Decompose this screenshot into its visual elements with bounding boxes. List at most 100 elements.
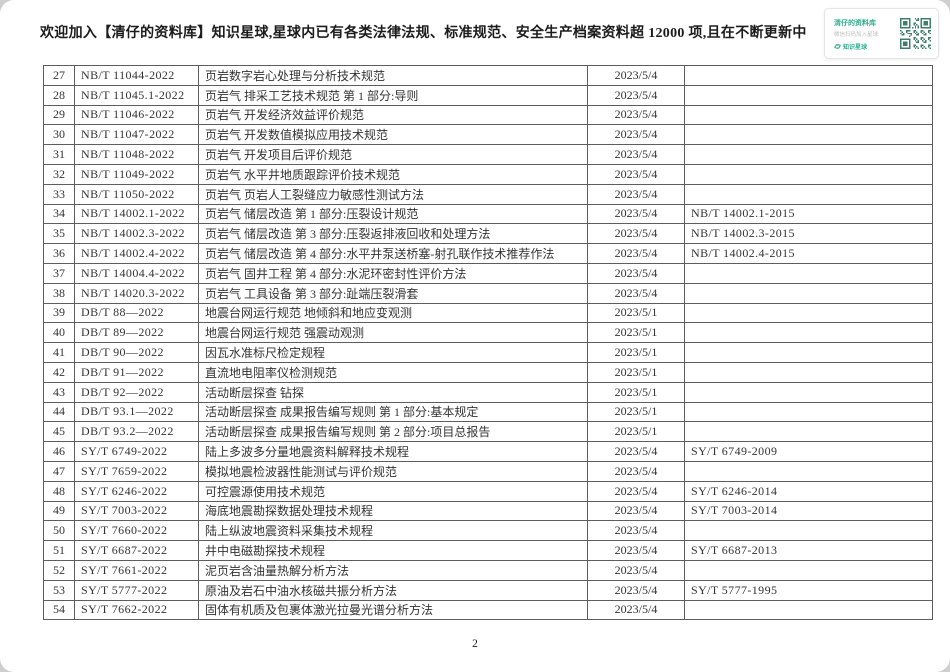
- replaced-standard-cell: [684, 460, 933, 482]
- standard-code-cell: SY/T 6246-2022: [74, 480, 199, 502]
- publish-date-cell: 2023/5/4: [587, 223, 685, 245]
- row-number-cell: 30: [43, 124, 75, 146]
- row-number-cell: 33: [43, 183, 75, 205]
- publish-date-cell: 2023/5/4: [587, 500, 685, 522]
- replaced-standard-cell: [684, 520, 933, 542]
- standard-code-cell: DB/T 92—2022: [74, 381, 199, 403]
- standard-title-cell: 页岩气 储层改造 第 4 部分:水平井泵送桥塞-射孔联作技术推荐作法: [198, 243, 588, 264]
- row-number-cell: 44: [43, 401, 75, 423]
- replaced-standard-cell: [684, 302, 933, 324]
- table-row: 34 NB/T 14002.1-2022 页岩气 储层改造 第 1 部分:压裂设计规…: [43, 203, 933, 225]
- publish-date-cell: 2023/5/1: [587, 421, 685, 443]
- replaced-standard-cell: [684, 361, 933, 383]
- publish-date-cell: 2023/5/1: [587, 381, 685, 403]
- promo-card-subtitle: 微信扫码加入星球: [834, 32, 879, 38]
- standard-title-cell: 页岩气 页岩人工裂缝应力敏感性测试方法: [198, 183, 588, 205]
- table-row: 44 DB/T 93.1—2022 活动断层探查 成果报告编写规则 第 1 部分:基…: [43, 401, 933, 423]
- standard-code-cell: DB/T 93.2—2022: [74, 421, 199, 443]
- standard-title-cell: 页岩气 储层改造 第 3 部分:压裂返排液回收和处理方法: [198, 223, 588, 245]
- row-number-cell: 39: [43, 302, 75, 324]
- publish-date-cell: 2023/5/1: [587, 302, 685, 324]
- publish-date-cell: 2023/5/4: [587, 441, 685, 462]
- publish-date-cell: 2023/5/4: [587, 599, 685, 621]
- table-row: 37 NB/T 14004.4-2022 页岩气 固井工程 第 4 部分:水泥环密封…: [43, 262, 933, 284]
- standard-title-cell: 页岩气 开发项目后评价规范: [198, 144, 588, 165]
- row-number-cell: 42: [43, 361, 75, 383]
- row-number-cell: 35: [43, 223, 75, 245]
- standard-code-cell: DB/T 88—2022: [74, 302, 199, 324]
- standard-title-cell: 活动断层探查 成果报告编写规则 第 1 部分:基本规定: [198, 401, 588, 423]
- replaced-standard-cell: NB/T 14002.4-2015: [684, 243, 933, 264]
- row-number-cell: 52: [43, 559, 75, 581]
- standard-title-cell: 页岩气 开发经济效益评价规范: [198, 104, 588, 126]
- replaced-standard-cell: [684, 262, 933, 284]
- replaced-standard-cell: [684, 183, 933, 205]
- replaced-standard-cell: SY/T 6687-2013: [684, 540, 933, 561]
- replaced-standard-cell: [684, 401, 933, 423]
- table-row: 39 DB/T 88—2022 地震台网运行规范 地倾斜和地应变观测 2023/5/1: [43, 302, 933, 324]
- table-row: 35 NB/T 14002.3-2022 页岩气 储层改造 第 3 部分:压裂返排液…: [43, 223, 933, 245]
- standard-code-cell: SY/T 5777-2022: [74, 579, 199, 601]
- table-row: 38 NB/T 14020.3-2022 页岩气 工具设备 第 3 部分:趾端压裂滑…: [43, 282, 933, 304]
- table-row: 27 NB/T 11044-2022 页岩数字岩心处理与分析技术规范 2023/5/4: [43, 65, 933, 86]
- table-row: 33 NB/T 11050-2022 页岩气 页岩人工裂缝应力敏感性测试方法 2023…: [43, 183, 933, 205]
- table-row: 54 SY/T 7662-2022 固体有机质及包裹体激光拉曼光谱分析方法 2023/…: [43, 599, 933, 621]
- standards-table: 27 NB/T 11044-2022 页岩数字岩心处理与分析技术规范 2023/5/4…: [43, 65, 933, 621]
- replaced-standard-cell: [684, 322, 933, 344]
- standard-code-cell: NB/T 11045.1-2022: [74, 84, 199, 106]
- standard-code-cell: NB/T 14020.3-2022: [74, 282, 199, 304]
- standard-title-cell: 地震台网运行规范 强震动观测: [198, 322, 588, 344]
- standard-title-cell: 模拟地震检波器性能测试与评价规范: [198, 460, 588, 482]
- standard-title-cell: 地震台网运行规范 地倾斜和地应变观测: [198, 302, 588, 324]
- standard-code-cell: DB/T 91—2022: [74, 361, 199, 383]
- row-number-cell: 34: [43, 203, 75, 225]
- table-row: 52 SY/T 7661-2022 泥页岩含油量热解分析方法 2023/5/4: [43, 559, 933, 581]
- standard-code-cell: NB/T 11049-2022: [74, 163, 199, 185]
- replaced-standard-cell: [684, 124, 933, 146]
- standard-title-cell: 页岩数字岩心处理与分析技术规范: [198, 65, 588, 86]
- publish-date-cell: 2023/5/4: [587, 243, 685, 264]
- standard-code-cell: SY/T 7659-2022: [74, 460, 199, 482]
- promo-logo-label: 知识星球: [843, 45, 868, 51]
- standard-title-cell: 陆上纵波地震资料采集技术规程: [198, 520, 588, 542]
- row-number-cell: 40: [43, 322, 75, 344]
- standard-title-cell: 因瓦水准标尺检定规程: [198, 342, 588, 363]
- promo-card-logo: 知识星球: [834, 42, 867, 51]
- standard-title-cell: 活动断层探查 成果报告编写规则 第 2 部分:项目总报告: [198, 421, 588, 443]
- standard-code-cell: SY/T 6687-2022: [74, 540, 199, 561]
- standard-title-cell: 海底地震勘探数据处理技术规程: [198, 500, 588, 522]
- standard-code-cell: SY/T 7003-2022: [74, 500, 199, 522]
- table-row: 43 DB/T 92—2022 活动断层探查 钻探 2023/5/1: [43, 381, 933, 403]
- row-number-cell: 36: [43, 243, 75, 264]
- publish-date-cell: 2023/5/4: [587, 262, 685, 284]
- table-row: 47 SY/T 7659-2022 模拟地震检波器性能测试与评价规范 2023/5/4: [43, 460, 933, 482]
- row-number-cell: 28: [43, 84, 75, 106]
- replaced-standard-cell: [684, 163, 933, 185]
- row-number-cell: 53: [43, 579, 75, 601]
- standard-code-cell: NB/T 11048-2022: [74, 144, 199, 165]
- publish-date-cell: 2023/5/4: [587, 203, 685, 225]
- row-number-cell: 37: [43, 262, 75, 284]
- table-row: 48 SY/T 6246-2022 可控震源使用技术规范 2023/5/4 SY/T 6…: [43, 480, 933, 502]
- publish-date-cell: 2023/5/4: [587, 579, 685, 601]
- row-number-cell: 41: [43, 342, 75, 363]
- publish-date-cell: 2023/5/4: [587, 144, 685, 165]
- publish-date-cell: 2023/5/1: [587, 401, 685, 423]
- table-row: 29 NB/T 11046-2022 页岩气 开发经济效益评价规范 2023/5/4: [43, 104, 933, 126]
- standard-title-cell: 活动断层探查 钻探: [198, 381, 588, 403]
- replaced-standard-cell: [684, 84, 933, 106]
- standard-code-cell: DB/T 93.1—2022: [74, 401, 199, 423]
- replaced-standard-cell: [684, 421, 933, 443]
- standard-code-cell: SY/T 7662-2022: [74, 599, 199, 621]
- publish-date-cell: 2023/5/4: [587, 559, 685, 581]
- row-number-cell: 32: [43, 163, 75, 185]
- standard-title-cell: 页岩气 固井工程 第 4 部分:水泥环密封性评价方法: [198, 262, 588, 284]
- table-row: 50 SY/T 7660-2022 陆上纵波地震资料采集技术规程 2023/5/4: [43, 520, 933, 542]
- replaced-standard-cell: SY/T 6749-2009: [684, 441, 933, 462]
- table-row: 32 NB/T 11049-2022 页岩气 水平井地质跟踪评价技术规范 2023/5…: [43, 163, 933, 185]
- standard-code-cell: NB/T 14004.4-2022: [74, 262, 199, 284]
- publish-date-cell: 2023/5/4: [587, 124, 685, 146]
- publish-date-cell: 2023/5/4: [587, 65, 685, 86]
- page-number: 2: [472, 638, 478, 650]
